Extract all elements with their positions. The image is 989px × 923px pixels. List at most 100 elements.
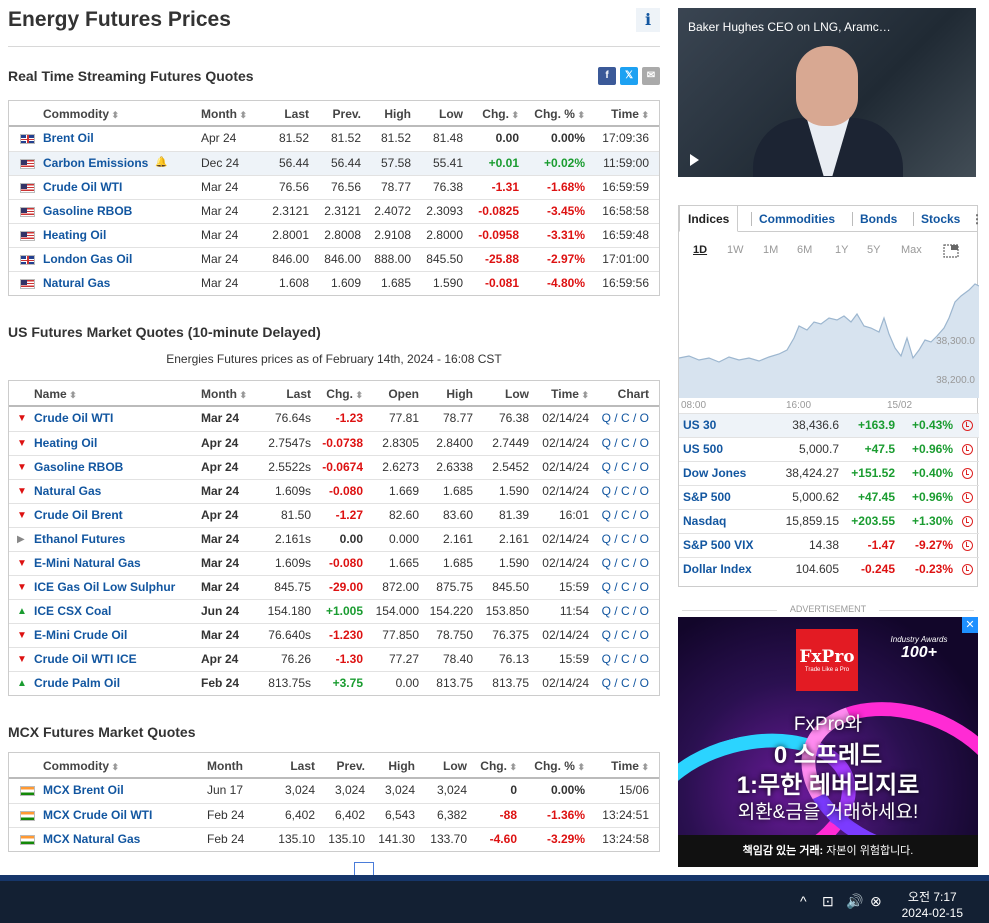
cell-name[interactable]: Heating Oil — [34, 436, 98, 450]
column-header[interactable]: Time ⬍ — [585, 753, 649, 777]
cell-name[interactable]: MCX Natural Gas — [43, 832, 141, 846]
column-header[interactable]: Month ⬍ — [201, 101, 261, 125]
column-header[interactable]: Low — [411, 101, 463, 125]
market-row[interactable]: Nasdaq 15,859.15 +203.55 +1.30% — [679, 509, 979, 533]
cell-name[interactable]: Natural Gas — [43, 276, 111, 290]
market-row[interactable]: Dow Jones 38,424.27 +151.52 +0.40% — [679, 461, 979, 485]
market-name[interactable]: Nasdaq — [683, 514, 727, 528]
ime-icon[interactable]: ⊗ — [870, 893, 882, 909]
market-row[interactable]: S&P 500 5,000.62 +47.45 +0.96% — [679, 485, 979, 509]
cell-name[interactable]: Crude Oil WTI ICE — [34, 652, 137, 666]
chart-link-q[interactable]: Q — [601, 676, 611, 690]
market-row[interactable]: S&P 500 VIX 14.38 -1.47 -9.27% — [679, 533, 979, 557]
play-icon[interactable] — [690, 154, 699, 166]
range-max[interactable]: Max — [901, 244, 922, 256]
chart-link-o[interactable]: O — [639, 532, 649, 546]
cell-name[interactable]: ICE CSX Coal — [34, 604, 112, 618]
column-header[interactable]: Chg. % ⬍ — [517, 101, 585, 125]
chart-link-c[interactable]: C — [620, 604, 630, 618]
column-header[interactable]: Low — [415, 753, 467, 777]
cell-name[interactable]: Brent Oil — [43, 131, 94, 145]
cell-name[interactable]: ICE Gas Oil Low Sulphur — [34, 580, 176, 594]
chart-link-o[interactable]: O — [639, 652, 649, 666]
column-header[interactable]: Last — [257, 101, 309, 125]
video-player[interactable]: Baker Hughes CEO on LNG, Aramc… — [678, 8, 976, 177]
range-5y[interactable]: 5Y — [867, 244, 881, 256]
cell-name[interactable]: Crude Palm Oil — [34, 676, 121, 690]
tab-commodities[interactable]: Commodities — [759, 212, 836, 226]
info-icon[interactable]: i — [636, 8, 660, 32]
range-1d[interactable]: 1D — [693, 244, 708, 256]
cell-name[interactable]: MCX Crude Oil WTI — [43, 808, 153, 822]
column-header[interactable]: Chg. ⬍ — [309, 381, 363, 405]
column-header[interactable]: Prev. — [309, 101, 361, 125]
show-hidden-icons-icon[interactable]: ^ — [800, 893, 807, 909]
chart-link-q[interactable]: Q — [601, 436, 611, 450]
range-1m[interactable]: 1M — [763, 244, 779, 256]
column-header[interactable]: High — [419, 381, 473, 405]
chart-link-o[interactable]: O — [639, 628, 649, 642]
column-header[interactable]: Prev. — [315, 753, 365, 777]
chart-link-c[interactable]: C — [620, 580, 630, 594]
market-name[interactable]: US 500 — [683, 442, 724, 456]
chart-link-c[interactable]: C — [620, 652, 630, 666]
chart-link-o[interactable]: O — [639, 676, 649, 690]
column-header[interactable]: Open — [363, 381, 419, 405]
chart-link-o[interactable]: O — [639, 580, 649, 594]
market-row[interactable]: US 30 38,436.6 +163.9 +0.43% — [679, 413, 979, 437]
range-6m[interactable]: 6M — [797, 244, 813, 256]
chart-link-q[interactable]: Q — [601, 628, 611, 642]
ad-close-icon[interactable]: ✕ — [962, 617, 978, 633]
cell-name[interactable]: Ethanol Futures — [34, 532, 126, 546]
cell-name[interactable]: Natural Gas — [34, 484, 102, 498]
chart-link-q[interactable]: Q — [601, 411, 611, 425]
chart-link-c[interactable]: C — [620, 436, 630, 450]
chart-link-o[interactable]: O — [639, 508, 649, 522]
column-header[interactable]: Name ⬍ — [34, 381, 204, 405]
chart-link-c[interactable]: C — [620, 532, 630, 546]
market-name[interactable]: Dollar Index — [683, 562, 752, 576]
column-header[interactable]: Month ⬍ — [201, 381, 261, 405]
cell-name[interactable]: London Gas Oil — [43, 252, 133, 266]
column-header[interactable]: Chg. ⬍ — [461, 101, 519, 125]
market-name[interactable]: S&P 500 — [683, 490, 731, 504]
column-header[interactable]: Chg. % ⬍ — [517, 753, 585, 777]
chart-link-q[interactable]: Q — [601, 580, 611, 594]
chart-link-q[interactable]: Q — [601, 508, 611, 522]
cell-name[interactable]: Heating Oil — [43, 228, 107, 242]
cell-name[interactable]: Carbon Emissions — [43, 156, 149, 170]
index-chart[interactable]: 38,300.0 38,200.0 08:00 16:00 15/02 — [679, 278, 979, 413]
column-header[interactable]: High — [365, 753, 415, 777]
market-row[interactable]: US 500 5,000.7 +47.5 +0.96% — [679, 437, 979, 461]
chart-link-q[interactable]: Q — [601, 604, 611, 618]
email-icon[interactable]: ✉ — [642, 67, 660, 85]
market-name[interactable]: US 30 — [683, 418, 717, 432]
x-twitter-icon[interactable]: 𝕏 — [620, 67, 638, 85]
system-clock[interactable]: 오전 7:17 2024-02-15 — [902, 889, 963, 921]
chart-link-c[interactable]: C — [620, 556, 630, 570]
chart-link-c[interactable]: C — [620, 411, 630, 425]
chart-link-q[interactable]: Q — [601, 652, 611, 666]
market-row[interactable]: Dollar Index 104.605 -0.245 -0.23% — [679, 557, 979, 581]
column-header[interactable]: Commodity ⬍ — [43, 753, 193, 777]
column-header[interactable]: Commodity ⬍ — [43, 101, 183, 125]
chart-link-o[interactable]: O — [639, 436, 649, 450]
cell-name[interactable]: E-Mini Natural Gas — [34, 556, 141, 570]
column-header[interactable]: Time ⬍ — [529, 381, 589, 405]
column-header[interactable]: Chart — [597, 381, 649, 405]
chart-link-o[interactable]: O — [639, 411, 649, 425]
column-header[interactable]: High — [361, 101, 411, 125]
chart-link-q[interactable]: Q — [601, 556, 611, 570]
column-header[interactable]: Time ⬍ — [585, 101, 649, 125]
column-header[interactable]: Low — [473, 381, 529, 405]
column-header[interactable]: Chg. ⬍ — [467, 753, 517, 777]
chart-link-c[interactable]: C — [620, 628, 630, 642]
range-1y[interactable]: 1Y — [835, 244, 849, 256]
cell-name[interactable]: Crude Oil Brent — [34, 508, 123, 522]
market-name[interactable]: Dow Jones — [683, 466, 747, 480]
chart-link-q[interactable]: Q — [601, 532, 611, 546]
chart-link-o[interactable]: O — [639, 604, 649, 618]
cell-name[interactable]: Crude Oil WTI — [34, 411, 114, 425]
facebook-icon[interactable]: f — [598, 67, 616, 85]
scroll-handle[interactable] — [354, 862, 374, 876]
